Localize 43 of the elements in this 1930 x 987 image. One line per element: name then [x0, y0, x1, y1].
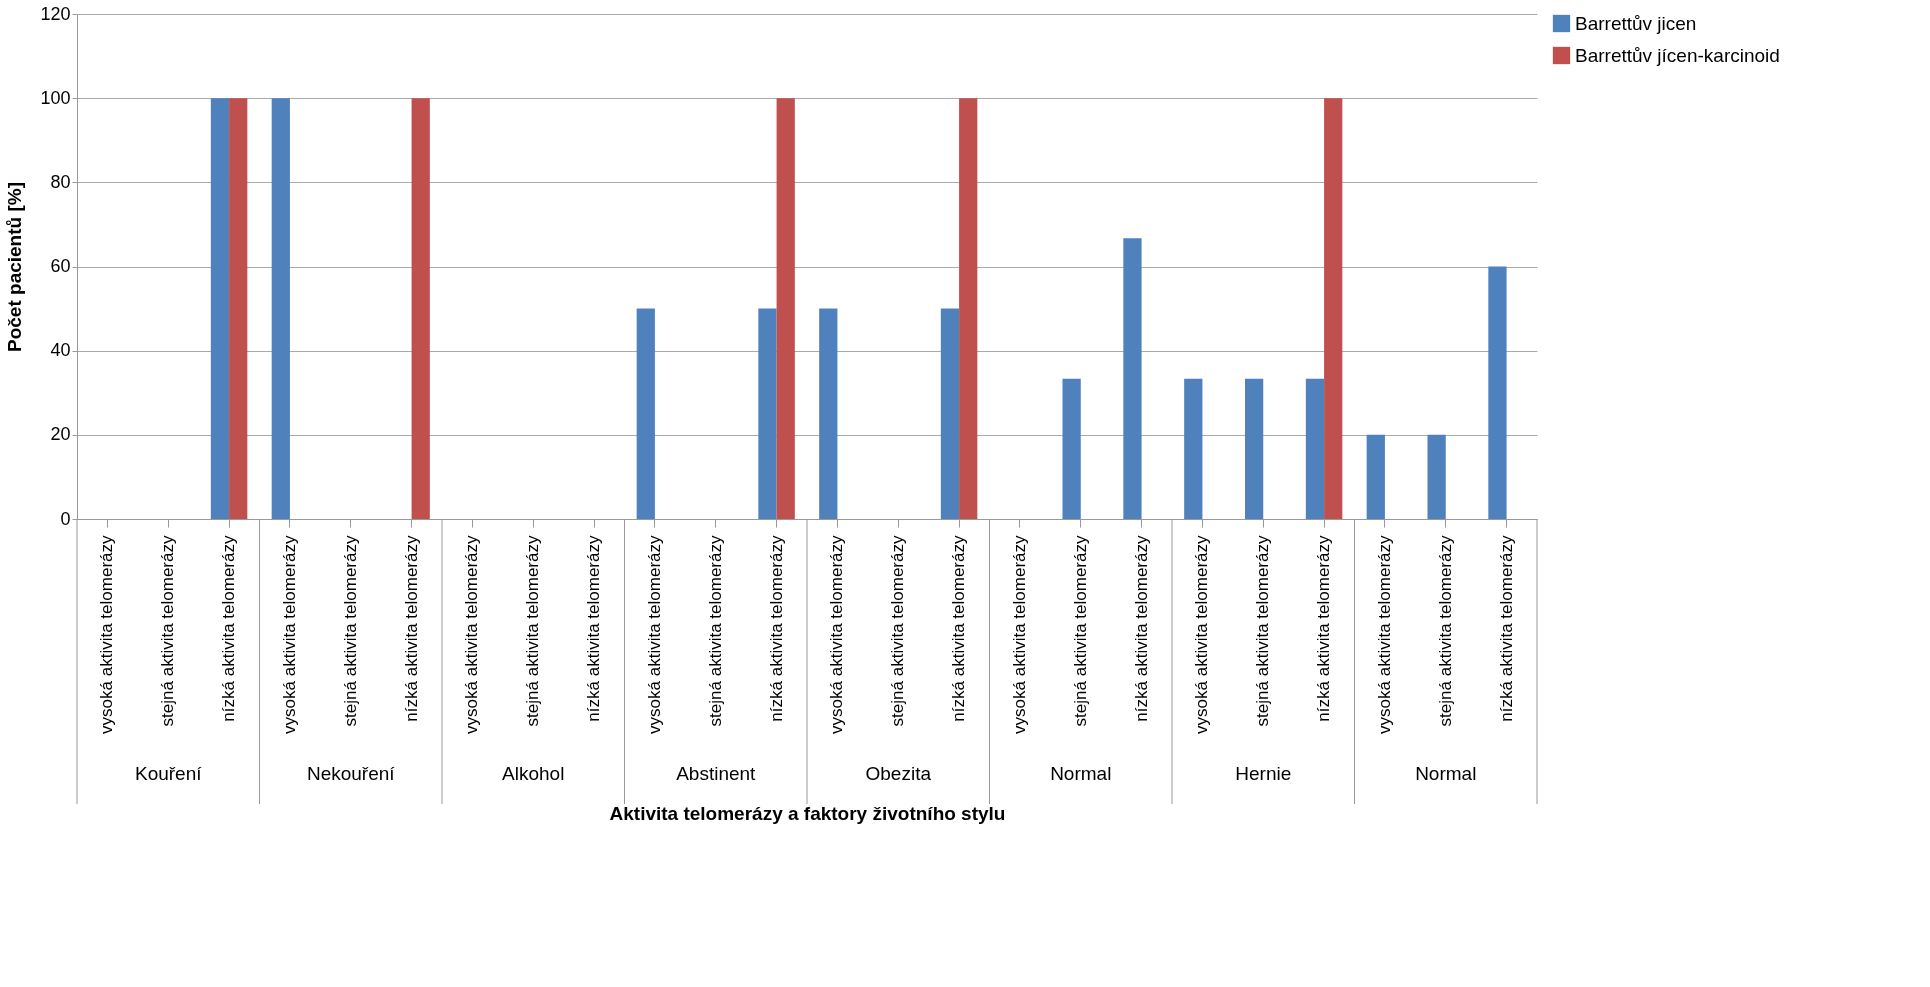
text: Hernie [1235, 763, 1292, 784]
x-tick-label: stejná aktivita telomerázy [705, 535, 725, 727]
y-tick-label: 60 [50, 256, 71, 276]
y-tick-label: 100 [40, 87, 71, 108]
x-tick-label: stejná aktivita telomerázy [158, 535, 178, 727]
y-axis-title: Počet pacientů [%] [4, 182, 26, 352]
x-tick-label: stejná aktivita telomerázy [523, 535, 543, 727]
y-tick-label: 120 [40, 3, 71, 24]
x-tick-label: nízká aktivita telomerázy [401, 535, 421, 722]
x-tick-label: vysoká aktivita telomerázy [462, 535, 482, 734]
x-tick-label: nízká aktivita telomerázy [1314, 535, 1334, 722]
x-tick-label: stejná aktivita telomerázy [1070, 535, 1090, 727]
text: Alkohol [502, 763, 565, 784]
x-axis-title: Aktivita telomerázy a faktory životního stylu [609, 802, 1006, 824]
x-tick-label: nízká aktivita telomerázy [1496, 535, 1516, 722]
text: Normal [1415, 763, 1477, 784]
x-tick-label: vysoká aktivita telomerázy [644, 535, 664, 734]
x-tick-label: nízká aktivita telomerázy [949, 535, 969, 722]
x-tick-label: vysoká aktivita telomerázy [1009, 535, 1029, 734]
x-tick-label: vysoká aktivita telomerázy [1192, 535, 1212, 734]
x-tick-label: vysoká aktivita telomerázy [827, 535, 847, 734]
text: Nekouření [306, 763, 396, 784]
x-tick-label: nízká aktivita telomerázy [219, 535, 239, 722]
x-tick-label: nízká aktivita telomerázy [766, 535, 786, 722]
y-tick-label: 80 [50, 171, 71, 192]
x-tick-label: nízká aktivita telomerázy [1131, 535, 1151, 722]
x-tick-label: stejná aktivita telomerázy [1435, 535, 1455, 727]
text: Abstinent [676, 763, 757, 784]
x-tick-label: vysoká aktivita telomerázy [279, 535, 299, 734]
text: Normal [1050, 763, 1112, 784]
y-tick-label: 40 [50, 340, 71, 361]
text: Obezita [865, 763, 932, 784]
legend-label: Barrettův jicen [1575, 12, 1697, 34]
y-tick-label: 20 [50, 424, 71, 445]
y-tick-label: 0 [60, 508, 71, 529]
x-tick-label: nízká aktivita telomerázy [584, 535, 604, 722]
legend-label: Barrettův jícen-karcinoid [1575, 44, 1780, 66]
text: Kouření [134, 763, 203, 784]
x-tick-label: vysoká aktivita telomerázy [1374, 535, 1394, 734]
x-tick-label: stejná aktivita telomerázy [888, 535, 908, 727]
x-tick-label: stejná aktivita telomerázy [1253, 535, 1273, 727]
x-tick-label: stejná aktivita telomerázy [340, 535, 360, 727]
x-tick-label: vysoká aktivita telomerázy [97, 535, 117, 734]
